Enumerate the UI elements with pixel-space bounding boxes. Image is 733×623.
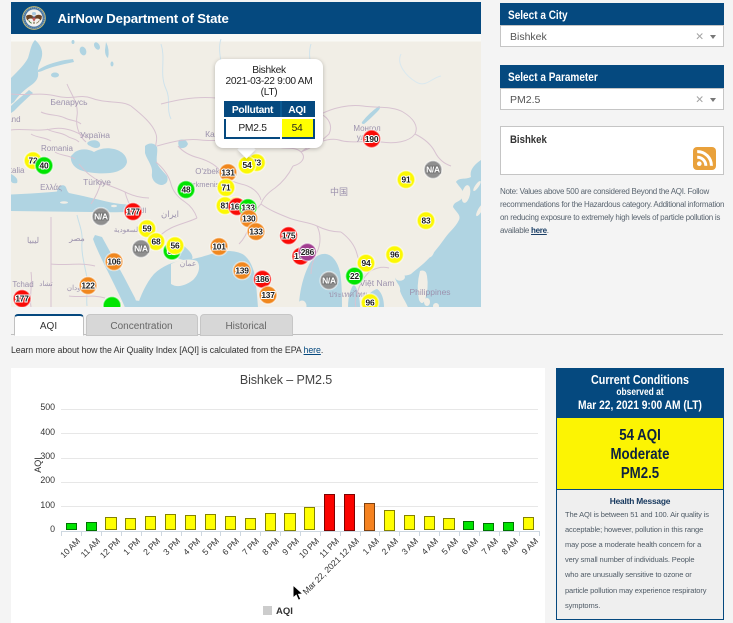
svg-text:Romania: Romania xyxy=(41,144,74,153)
svg-text:Italia: Italia xyxy=(11,166,25,175)
svg-text:Україна: Україна xyxy=(80,130,110,140)
svg-text:190: 190 xyxy=(365,133,379,143)
svg-text:56: 56 xyxy=(171,240,180,250)
svg-text:Türkiye: Türkiye xyxy=(83,177,111,187)
svg-text:Türkmenistan: Türkmenistan xyxy=(184,180,229,189)
svg-text:Việt Nam: Việt Nam xyxy=(360,278,395,288)
svg-text:137: 137 xyxy=(261,290,275,300)
svg-text:73: 73 xyxy=(252,157,261,167)
svg-text:O'zbekiston: O'zbekiston xyxy=(195,167,237,176)
svg-text:83: 83 xyxy=(422,215,431,225)
svg-text:ประเทศไทย: ประเทศไทย xyxy=(329,290,367,299)
svg-text:91: 91 xyxy=(402,174,411,184)
svg-text:N/A: N/A xyxy=(94,211,108,221)
svg-text:مصر: مصر xyxy=(68,234,85,243)
svg-text:Беларусь: Беларусь xyxy=(50,97,88,107)
svg-text:中国: 中国 xyxy=(330,186,348,197)
svg-text:96: 96 xyxy=(390,249,399,259)
svg-text:131: 131 xyxy=(221,167,235,177)
svg-text:48: 48 xyxy=(182,184,191,194)
svg-text:Tchad: Tchad xyxy=(12,280,33,289)
svg-text:81: 81 xyxy=(221,200,230,210)
svg-text:175: 175 xyxy=(282,230,296,240)
svg-text:106: 106 xyxy=(107,256,121,266)
svg-text:177: 177 xyxy=(15,293,29,303)
svg-text:تشاد: تشاد xyxy=(39,280,52,288)
svg-text:122: 122 xyxy=(81,280,95,290)
svg-text:Philippines: Philippines xyxy=(409,287,450,297)
svg-text:186: 186 xyxy=(256,274,270,284)
svg-text:286: 286 xyxy=(301,247,315,257)
svg-text:N/A: N/A xyxy=(134,243,148,253)
svg-text:السعودية: السعودية xyxy=(114,226,140,234)
svg-text:land: land xyxy=(11,115,21,124)
svg-text:ايران: ايران xyxy=(161,209,179,220)
svg-text:Ελλάς: Ελλάς xyxy=(40,183,62,192)
svg-text:139: 139 xyxy=(235,265,249,275)
svg-text:68: 68 xyxy=(152,236,161,246)
svg-text:177: 177 xyxy=(126,206,140,216)
svg-text:72: 72 xyxy=(29,155,38,165)
svg-text:22: 22 xyxy=(350,271,359,281)
svg-text:94: 94 xyxy=(362,258,371,268)
svg-text:130: 130 xyxy=(242,213,256,223)
svg-text:ليبيا: ليبيا xyxy=(27,236,39,245)
svg-text:71: 71 xyxy=(222,182,231,192)
svg-text:N/A: N/A xyxy=(322,275,336,285)
svg-text:عمان: عمان xyxy=(180,259,197,268)
svg-text:N/A: N/A xyxy=(426,164,440,174)
svg-text:101: 101 xyxy=(212,241,226,251)
svg-text:54: 54 xyxy=(243,160,252,170)
svg-text:40: 40 xyxy=(40,160,49,170)
svg-text:133: 133 xyxy=(249,226,263,236)
svg-text:96: 96 xyxy=(366,297,375,307)
svg-text:Монгол: Монгол xyxy=(353,124,381,133)
svg-text:59: 59 xyxy=(143,223,152,233)
